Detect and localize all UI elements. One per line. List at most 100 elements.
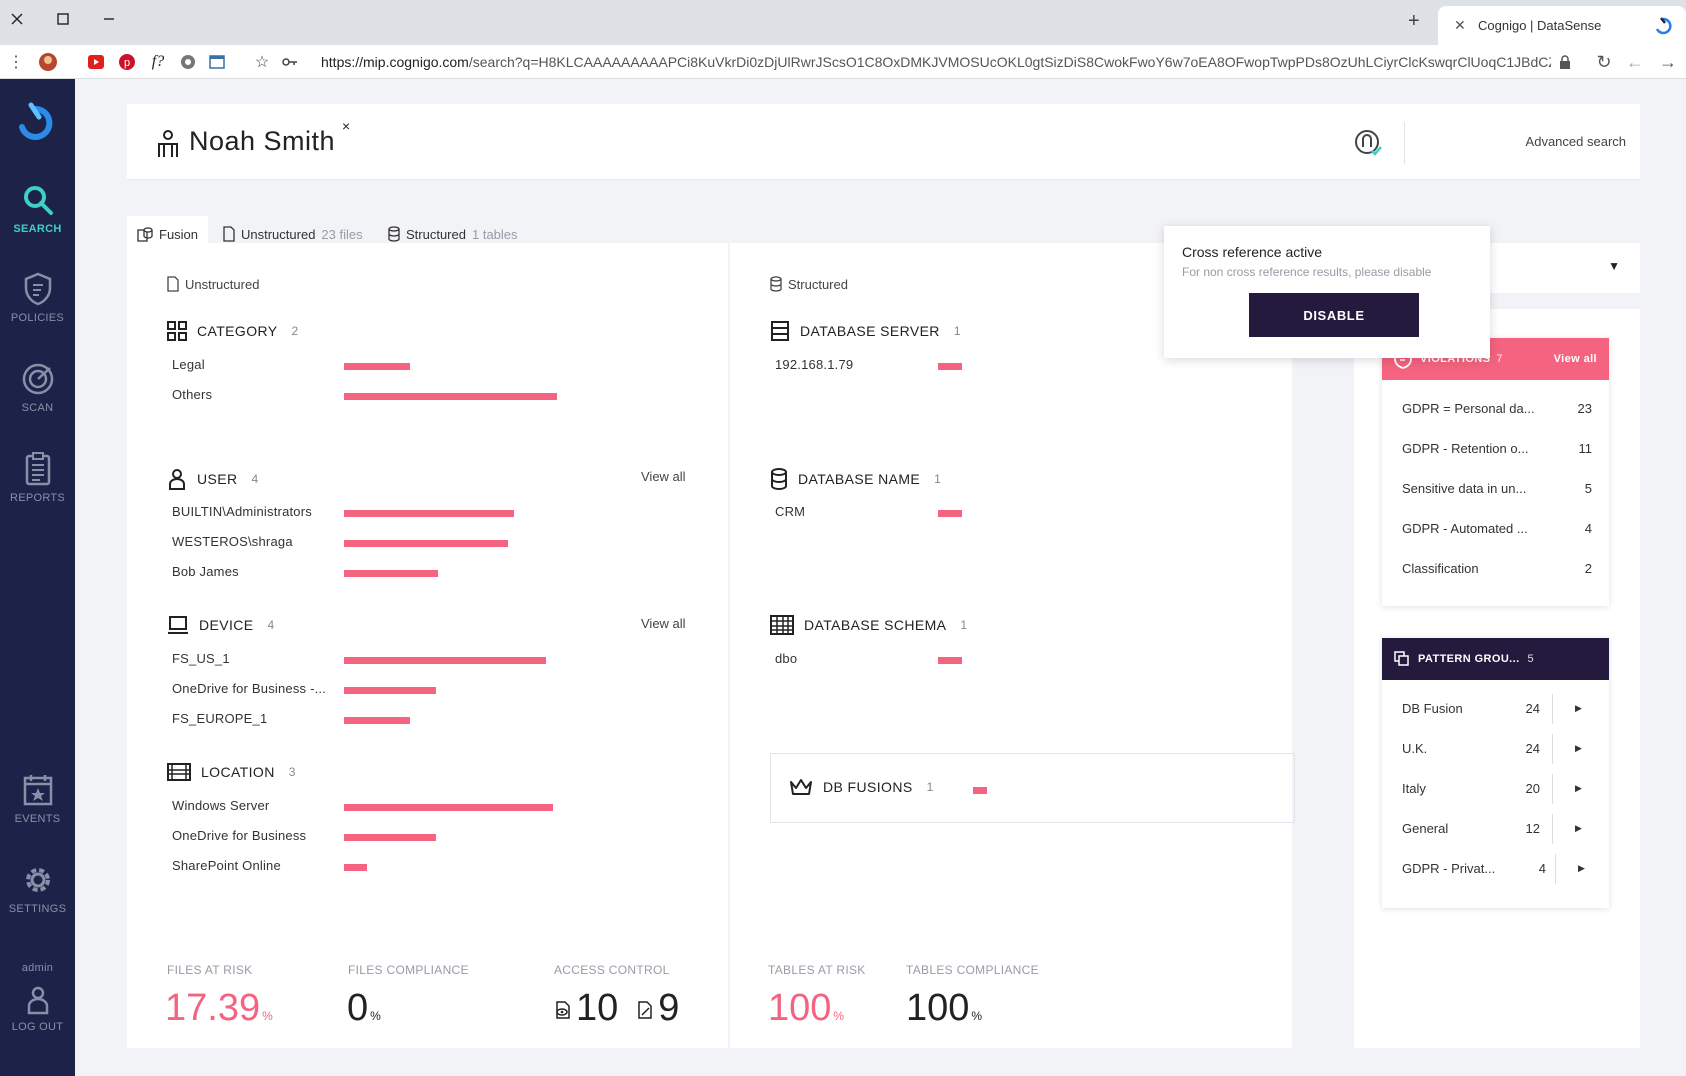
- device-row[interactable]: FS_EUROPE_1: [172, 711, 268, 726]
- database-schema-row[interactable]: dbo: [775, 651, 798, 666]
- url-field[interactable]: https://mip.cognigo.com/search?q=H8KLCAA…: [321, 54, 1551, 70]
- unstructured-panel: Unstructured CATEGORY 2 Legal Others USER…: [127, 243, 728, 1048]
- bookmark-star-icon[interactable]: ☆: [254, 54, 270, 71]
- tab-structured[interactable]: Structured 1 tables: [378, 216, 528, 252]
- location-bar[interactable]: [344, 834, 436, 841]
- expand-arrow-icon[interactable]: ▶: [1578, 863, 1585, 873]
- back-arrow-icon[interactable]: ←: [1626, 51, 1644, 72]
- clear-search-button[interactable]: ×: [342, 118, 351, 134]
- location-row[interactable]: OneDrive for Business: [172, 828, 307, 843]
- expand-arrow-icon[interactable]: ▶: [1575, 823, 1582, 833]
- category-row[interactable]: Others: [172, 387, 213, 402]
- extension-gear-icon[interactable]: [178, 52, 198, 72]
- cross-reference-icon[interactable]: [1352, 127, 1384, 159]
- nav-reports[interactable]: REPORTS: [0, 452, 75, 504]
- violation-row[interactable]: GDPR - Automated ...: [1402, 521, 1528, 536]
- device-bar[interactable]: [344, 687, 436, 694]
- device-bar[interactable]: [344, 717, 410, 724]
- user-bar[interactable]: [344, 540, 508, 547]
- tab-unstructured[interactable]: Unstructured 23 files: [213, 216, 373, 252]
- category-row[interactable]: Legal: [172, 357, 205, 372]
- violation-count: 23: [1577, 401, 1592, 416]
- forward-arrow-icon[interactable]: →: [1659, 51, 1677, 72]
- nav-logout[interactable]: LOG OUT: [0, 985, 75, 1033]
- access-control-write-count: 9: [658, 987, 680, 1029]
- user-row[interactable]: WESTEROS\shraga: [172, 534, 293, 549]
- device-bar[interactable]: [344, 657, 546, 664]
- violation-row[interactable]: Sensitive data in un...: [1402, 481, 1527, 496]
- user-row[interactable]: Bob James: [172, 564, 239, 579]
- nav-policies[interactable]: POLICIES: [0, 272, 75, 324]
- user-bar[interactable]: [344, 510, 514, 517]
- cognigo-logo-icon[interactable]: [14, 101, 58, 145]
- category-bar[interactable]: [344, 363, 410, 370]
- nav-scan[interactable]: SCAN: [0, 362, 75, 414]
- violation-row[interactable]: GDPR = Personal da...: [1402, 401, 1535, 416]
- db-fusions-box[interactable]: DB FUSIONS 1: [770, 753, 1295, 823]
- nav-events[interactable]: EVENTS: [0, 773, 75, 825]
- violation-row[interactable]: Classification: [1402, 561, 1479, 576]
- category-bar[interactable]: [344, 393, 557, 400]
- minimize-window-icon[interactable]: [98, 8, 120, 30]
- laptop-icon: [168, 616, 188, 634]
- violation-row[interactable]: GDPR - Retention o...: [1402, 441, 1529, 456]
- pattern-group-row[interactable]: DB Fusion: [1402, 701, 1463, 716]
- person-icon: [155, 129, 181, 159]
- db-fusions-bar[interactable]: [973, 787, 987, 794]
- pattern-groups-card: PATTERN GROU... 5 DB Fusion 24 ▶ U.K. 24…: [1382, 638, 1609, 908]
- location-bar[interactable]: [344, 864, 367, 871]
- search-icon: [23, 186, 53, 215]
- user-view-all-link[interactable]: View all: [641, 469, 686, 484]
- expand-arrow-icon[interactable]: ▶: [1575, 703, 1582, 713]
- device-row[interactable]: OneDrive for Business -...: [172, 681, 327, 696]
- profile-avatar-icon[interactable]: [38, 52, 58, 72]
- pattern-group-row[interactable]: General: [1402, 821, 1449, 836]
- database-name-bar[interactable]: [938, 510, 962, 517]
- formula-extension-icon[interactable]: f?: [151, 53, 165, 70]
- database-server-bar[interactable]: [938, 363, 962, 370]
- tab-close-icon[interactable]: ✕: [1454, 17, 1466, 33]
- database-name-row[interactable]: CRM: [775, 504, 806, 519]
- structured-label-text: Structured: [788, 276, 848, 292]
- nav-settings[interactable]: SETTINGS: [0, 863, 75, 915]
- violation-count: 11: [1578, 441, 1593, 456]
- extension-window-icon[interactable]: [207, 52, 227, 72]
- database-name-heading: DATABASE NAME 1: [770, 468, 941, 490]
- pattern-group-row[interactable]: Italy: [1402, 781, 1426, 796]
- tab-title: Cognigo | DataSense: [1478, 18, 1602, 33]
- close-window-icon[interactable]: [6, 8, 28, 30]
- tables-compliance-label: TABLES COMPLIANCE: [906, 963, 1039, 977]
- expand-arrow-icon[interactable]: ▶: [1575, 743, 1582, 753]
- device-row[interactable]: FS_US_1: [172, 651, 230, 666]
- pinterest-icon[interactable]: p: [117, 52, 137, 72]
- browser-tab[interactable]: ✕ Cognigo | DataSense: [1438, 6, 1686, 45]
- pattern-group-row[interactable]: GDPR - Privat...: [1402, 861, 1496, 876]
- expand-arrow-icon[interactable]: ▶: [1575, 783, 1582, 793]
- database-server-row[interactable]: 192.168.1.79: [775, 357, 854, 372]
- fusion-icon: [137, 227, 153, 242]
- new-tab-button[interactable]: +: [1408, 10, 1420, 32]
- maximize-window-icon[interactable]: [52, 8, 74, 30]
- violations-view-all-link[interactable]: View all: [1553, 353, 1597, 365]
- user-bar[interactable]: [344, 570, 438, 577]
- location-bar[interactable]: [344, 804, 553, 811]
- key-icon[interactable]: [280, 52, 300, 72]
- url-path: /search?q=H8KLCAAAAAAAAAPCi8KuVkrDi0zDjU…: [468, 54, 1551, 70]
- popover-title: Cross reference active: [1182, 244, 1323, 260]
- extension-red-play-icon[interactable]: [86, 52, 106, 72]
- location-row[interactable]: SharePoint Online: [172, 858, 281, 873]
- pattern-group-row[interactable]: U.K.: [1402, 741, 1428, 756]
- menu-dots-icon[interactable]: ⋮: [8, 54, 24, 71]
- pattern-groups-count: 5: [1527, 653, 1535, 665]
- location-row[interactable]: Windows Server: [172, 798, 270, 813]
- violation-count: 5: [1584, 481, 1592, 496]
- tables-compliance-value: 100%: [906, 987, 982, 1030]
- pattern-group-count: 4: [1538, 861, 1546, 876]
- nav-search[interactable]: SEARCH: [0, 183, 75, 235]
- user-row[interactable]: BUILTIN\Administrators: [172, 504, 312, 519]
- disable-button[interactable]: DISABLE: [1249, 293, 1419, 337]
- advanced-search-link[interactable]: Advanced search: [1525, 134, 1626, 149]
- database-schema-bar[interactable]: [938, 657, 962, 664]
- device-view-all-link[interactable]: View all: [641, 616, 686, 631]
- reload-icon[interactable]: ↻: [1596, 51, 1612, 72]
